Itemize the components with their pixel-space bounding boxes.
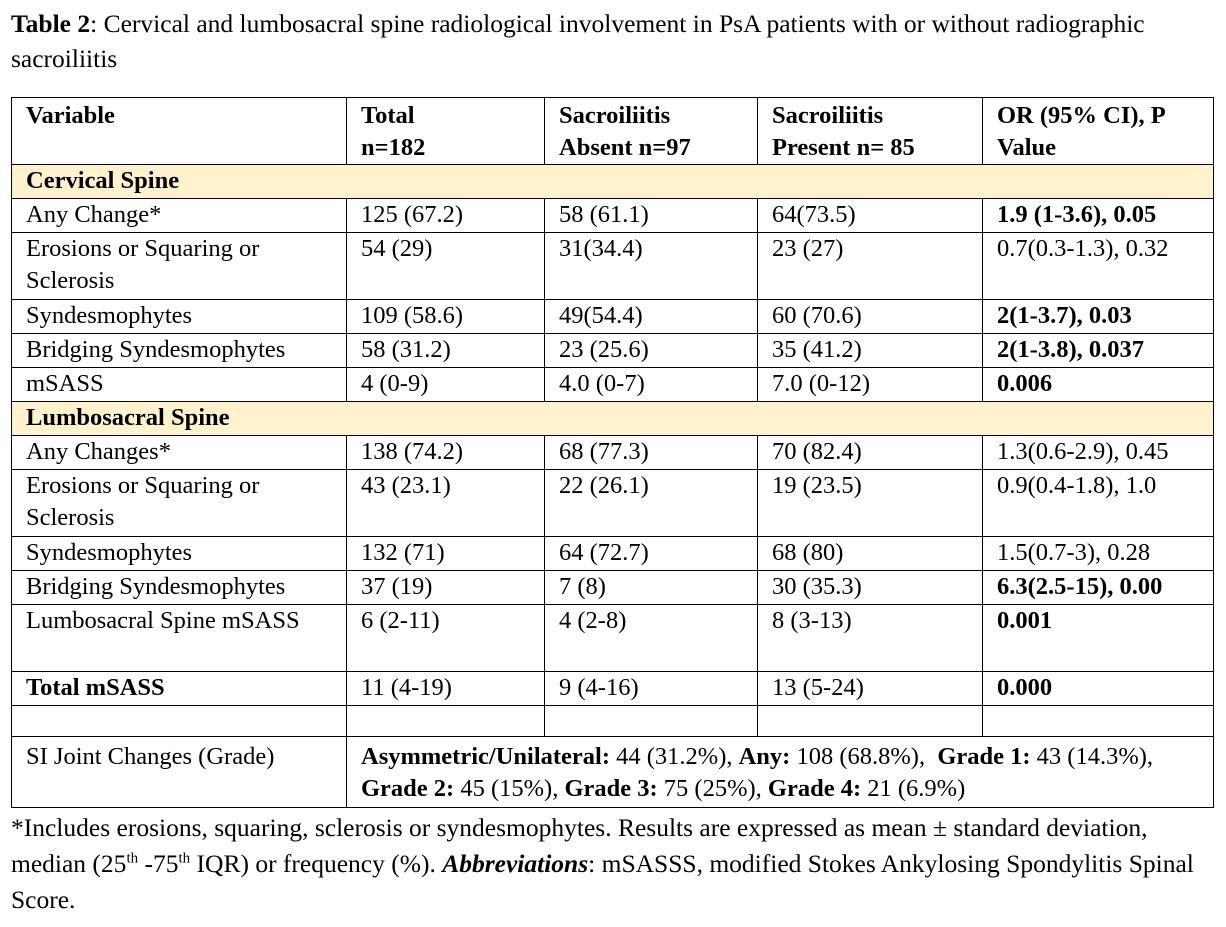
section-row-lumbosacral: Lumbosacral Spine [11, 401, 1214, 436]
cell-total: 37 (19) [346, 570, 545, 605]
cell-absent: 23 (25.6) [544, 333, 758, 368]
header-absent: Sacroiliitis Absent n=97 [544, 97, 758, 165]
cell-absent: 7 (8) [544, 570, 758, 605]
cell-present: 35 (41.2) [757, 333, 983, 368]
blank-cell [11, 705, 347, 737]
caption-label: Table 2 [11, 9, 91, 38]
cell-or: 0.000 [982, 671, 1214, 706]
table-row: Erosions or Squaring or Sclerosis 54 (29)… [11, 232, 1214, 300]
header-present: Sacroiliitis Present n= 85 [757, 97, 983, 165]
si-joint-row: SI Joint Changes (Grade) Asymmetric/Unil… [11, 736, 1214, 808]
blank-cell [346, 705, 545, 737]
blank-cell [544, 705, 758, 737]
cell-absent: 58 (61.1) [544, 198, 758, 233]
cell-absent: 22 (26.1) [544, 469, 758, 537]
cell-total: 125 (67.2) [346, 198, 545, 233]
table-row: Erosions or Squaring or Sclerosis 43 (23.… [11, 469, 1214, 537]
table-row: Lumbosacral Spine mSASS 6 (2-11) 4 (2-8) 8 … [11, 604, 1214, 672]
cell-variable: Syndesmophytes [11, 536, 347, 571]
table-row: Any Changes* 138 (74.2) 68 (77.3) 70 (82.4)… [11, 435, 1214, 470]
section-row-cervical: Cervical Spine [11, 164, 1214, 199]
cell-absent: 31(34.4) [544, 232, 758, 300]
table-row: Bridging Syndesmophytes 58 (31.2) 23 (25.6… [11, 333, 1214, 368]
cell-variable: Erosions or Squaring or Sclerosis [11, 232, 347, 300]
header-row: Variable Total n=182 Sacroiliitis Absent n… [11, 97, 1214, 165]
table-row: Syndesmophytes 109 (58.6) 49(54.4) 60 (70.6… [11, 299, 1214, 334]
cell-variable: Bridging Syndesmophytes [11, 333, 347, 368]
cell-absent: 49(54.4) [544, 299, 758, 334]
table-row: mSASS 4 (0-9) 4.0 (0-7) 7.0 (0-12) 0.006 [11, 367, 1214, 402]
cell-variable: Syndesmophytes [11, 299, 347, 334]
cell-variable: mSASS [11, 367, 347, 402]
cervical-rows: Any Change* 125 (67.2) 58 (61.1) 64(73.5) 1.… [11, 198, 1214, 402]
section-label: Lumbosacral Spine [11, 401, 1214, 436]
cell-present: 30 (35.3) [757, 570, 983, 605]
cell-or: 2(1-3.7), 0.03 [982, 299, 1214, 334]
cell-total: 43 (23.1) [346, 469, 545, 537]
blank-cell [982, 705, 1214, 737]
cell-or: 2(1-3.8), 0.037 [982, 333, 1214, 368]
total-row: Total mSASS 11 (4-19) 9 (4-16) 13 (5-24)… [11, 671, 1214, 706]
cell-or: 1.5(0.7-3), 0.28 [982, 536, 1214, 571]
table-row: Any Change* 125 (67.2) 58 (61.1) 64(73.5) 1.… [11, 198, 1214, 233]
cell-total: 109 (58.6) [346, 299, 545, 334]
header-total: Total n=182 [346, 97, 545, 165]
cell-total: 11 (4-19) [346, 671, 545, 706]
table-row: Syndesmophytes 132 (71) 64 (72.7) 68 (80) 1.… [11, 536, 1214, 571]
cell-present: 64(73.5) [757, 198, 983, 233]
cell-present: 70 (82.4) [757, 435, 983, 470]
cell-or: 1.9 (1-3.6), 0.05 [982, 198, 1214, 233]
cell-present: 68 (80) [757, 536, 983, 571]
cell-variable: Any Change* [11, 198, 347, 233]
cell-or: 0.006 [982, 367, 1214, 402]
cell-or: 1.3(0.6-2.9), 0.45 [982, 435, 1214, 470]
cell-variable: Total mSASS [11, 671, 347, 706]
cell-present: 7.0 (0-12) [757, 367, 983, 402]
cell-present: 19 (23.5) [757, 469, 983, 537]
caption-text: : Cervical and lumbosacral spine radiolo… [11, 9, 1145, 73]
table-caption: Table 2: Cervical and lumbosacral spine … [11, 6, 1216, 76]
results-table: Variable Total n=182 Sacroiliitis Absent n… [11, 97, 1214, 808]
cell-absent: 4.0 (0-7) [544, 367, 758, 402]
table-footnote: *Includes erosions, squaring, sclerosis … [11, 813, 1194, 914]
section-label: Cervical Spine [11, 164, 1214, 199]
blank-row [11, 705, 1214, 737]
header-variable: Variable [11, 97, 347, 165]
cell-variable: Erosions or Squaring or Sclerosis [11, 469, 347, 537]
cell-absent: 64 (72.7) [544, 536, 758, 571]
cell-or: 0.7(0.3-1.3), 0.32 [982, 232, 1214, 300]
cell-variable: Any Changes* [11, 435, 347, 470]
header-or: OR (95% CI), P Value [982, 97, 1214, 165]
cell-total: 4 (0-9) [346, 367, 545, 402]
cell-total: 138 (74.2) [346, 435, 545, 470]
cell-or: 0.001 [982, 604, 1214, 672]
cell-variable: SI Joint Changes (Grade) [11, 736, 347, 808]
cell-present: 13 (5-24) [757, 671, 983, 706]
lumbosacral-rows: Any Changes* 138 (74.2) 68 (77.3) 70 (82.4)… [11, 435, 1214, 672]
blank-cell [757, 705, 983, 737]
cell-total: 132 (71) [346, 536, 545, 571]
cell-present: 8 (3-13) [757, 604, 983, 672]
cell-present: 23 (27) [757, 232, 983, 300]
cell-total: 54 (29) [346, 232, 545, 300]
cell-present: 60 (70.6) [757, 299, 983, 334]
cell-total: 58 (31.2) [346, 333, 545, 368]
cell-or: 6.3(2.5-15), 0.00 [982, 570, 1214, 605]
cell-total: 6 (2-11) [346, 604, 545, 672]
cell-variable: Bridging Syndesmophytes [11, 570, 347, 605]
cell-absent: 4 (2-8) [544, 604, 758, 672]
cell-absent: 68 (77.3) [544, 435, 758, 470]
cell-or: 0.9(0.4-1.8), 1.0 [982, 469, 1214, 537]
table-row: Bridging Syndesmophytes 37 (19) 7 (8) 30 (3… [11, 570, 1214, 605]
cell-absent: 9 (4-16) [544, 671, 758, 706]
si-joint-summary: Asymmetric/Unilateral: 44 (31.2%), Any: … [346, 736, 1214, 808]
cell-variable: Lumbosacral Spine mSASS [11, 604, 347, 672]
